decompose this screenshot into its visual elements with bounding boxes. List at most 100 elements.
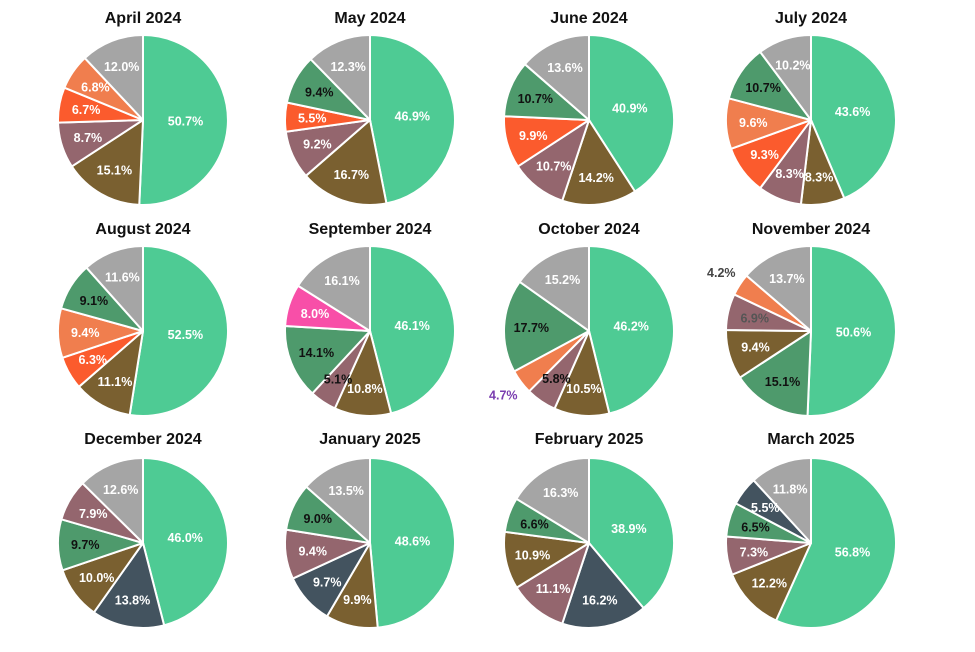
data-label: 46.1% bbox=[394, 319, 429, 333]
data-label: 15.1% bbox=[97, 164, 132, 178]
pie-slice bbox=[304, 119, 388, 206]
data-label: 9.4% bbox=[741, 341, 770, 355]
data-label: 7.3% bbox=[740, 545, 769, 559]
pie-title: June 2024 bbox=[550, 10, 627, 27]
data-label: 12.6% bbox=[103, 483, 138, 497]
data-label: 16.1% bbox=[324, 274, 359, 288]
pie-slice bbox=[85, 245, 144, 332]
pie-slice bbox=[297, 245, 371, 332]
data-label: 9.4% bbox=[298, 544, 327, 558]
data-label: 4.2% bbox=[707, 266, 736, 280]
data-label: 5.5% bbox=[751, 501, 780, 515]
data-label: 9.0% bbox=[303, 512, 332, 526]
pie-title: February 2025 bbox=[535, 431, 644, 448]
data-label: 9.3% bbox=[750, 148, 779, 162]
data-label: 9.4% bbox=[305, 86, 334, 100]
data-label: 11.8% bbox=[773, 483, 808, 497]
pie-slice bbox=[752, 457, 812, 544]
data-label: 13.6% bbox=[547, 61, 582, 75]
data-label: 17.7% bbox=[514, 321, 549, 335]
data-label: 50.7% bbox=[168, 114, 203, 128]
data-label: 50.6% bbox=[836, 325, 871, 339]
data-label: 46.2% bbox=[613, 319, 648, 333]
data-label: 10.9% bbox=[515, 549, 550, 563]
pie-slice bbox=[92, 542, 166, 629]
data-label: 6.9% bbox=[740, 311, 769, 325]
data-label: 46.9% bbox=[395, 109, 430, 123]
data-label: 56.8% bbox=[835, 545, 870, 559]
data-label: 38.9% bbox=[611, 522, 646, 536]
pie-slice bbox=[775, 457, 897, 629]
pie-april-2024: April 2024 50.7% 15.1% 8.7% 6.7% 6.8% 12.0% bbox=[57, 10, 229, 206]
data-label: 8.3% bbox=[775, 167, 804, 181]
pie-september-2024: September 2024 46.1% 10.8%5.1% 14.1% 8.0% 16.… bbox=[284, 221, 456, 418]
data-label: 10.0% bbox=[79, 571, 114, 585]
pie-november-2024: November 2024 50.6% 15.1% 9.4% 6.9% 4.2% 13.7% bbox=[707, 221, 897, 417]
pie-december-2024: December 2024 46.0% 13.8%10.0% 9.7% 7.9% 12.6… bbox=[57, 431, 229, 629]
pie-slice bbox=[588, 245, 675, 415]
pie-slice bbox=[588, 457, 675, 610]
pie-title: December 2024 bbox=[84, 431, 202, 448]
pie-slice bbox=[284, 324, 371, 395]
data-label: 10.2% bbox=[775, 59, 810, 73]
data-label: 9.7% bbox=[71, 538, 100, 552]
data-label: 14.1% bbox=[299, 346, 334, 360]
data-label: 10.8% bbox=[347, 382, 382, 396]
data-label: 6.3% bbox=[79, 353, 108, 367]
pie-slice bbox=[369, 245, 456, 415]
pie-slice bbox=[142, 457, 229, 627]
data-label: 9.7% bbox=[313, 575, 342, 589]
data-label: 12.3% bbox=[330, 60, 365, 74]
pie-title: May 2024 bbox=[334, 10, 405, 27]
data-label: 5.1% bbox=[324, 373, 353, 387]
data-label: 7.9% bbox=[79, 507, 108, 521]
data-label: 48.6% bbox=[395, 535, 430, 549]
pie-slice bbox=[503, 280, 590, 373]
data-label: 52.5% bbox=[168, 328, 203, 342]
pie-slice bbox=[128, 245, 229, 417]
data-label: 16.3% bbox=[543, 486, 578, 500]
data-label: 14.2% bbox=[578, 171, 613, 185]
pie-slice bbox=[759, 34, 812, 121]
data-label: 10.7% bbox=[745, 81, 780, 95]
data-label: 9.1% bbox=[80, 294, 109, 308]
data-label: 9.6% bbox=[739, 116, 768, 130]
pie-title: April 2024 bbox=[105, 10, 182, 27]
pie-slice bbox=[83, 34, 144, 121]
pie-slice bbox=[738, 330, 812, 417]
data-label: 9.9% bbox=[343, 593, 372, 607]
pie-july-2024: July 2024 43.6% 8.3%8.3% 9.3% 9.6% 10.7% 10.2% bbox=[724, 10, 897, 206]
data-label: 10.7% bbox=[518, 92, 553, 106]
data-label: 43.6% bbox=[835, 105, 870, 119]
data-label: 6.8% bbox=[81, 81, 110, 95]
data-label: 8.3% bbox=[805, 171, 834, 185]
pie-slice bbox=[518, 245, 590, 332]
data-label: 9.2% bbox=[303, 138, 332, 152]
pie-slice bbox=[369, 34, 456, 205]
pie-october-2024: October 2024 46.2% 10.5%5.8% 4.7% 17.7% 15.2% bbox=[489, 221, 675, 417]
data-label: 13.8% bbox=[115, 593, 150, 607]
pie-may-2024: May 2024 46.9% 16.7% 9.2% 5.5% 9.4% 12.3% bbox=[284, 10, 456, 206]
data-label: 10.5% bbox=[566, 382, 601, 396]
data-label: 46.0% bbox=[167, 531, 202, 545]
pie-title: March 2025 bbox=[767, 431, 854, 448]
pie-slice bbox=[70, 119, 144, 206]
pie-slice bbox=[810, 34, 897, 200]
pie-slice bbox=[523, 34, 590, 121]
pie-slice bbox=[309, 34, 371, 121]
data-label: 9.9% bbox=[519, 129, 548, 143]
pie-slice bbox=[369, 457, 456, 629]
pie-slice bbox=[138, 34, 229, 206]
pie-january-2025: January 2025 48.6% 9.9%9.7% 9.4% 9.0% 13.5% bbox=[284, 431, 456, 630]
data-label: 15.1% bbox=[765, 375, 800, 389]
pie-title: July 2024 bbox=[775, 10, 847, 27]
data-label: 40.9% bbox=[612, 102, 647, 116]
pie-title: September 2024 bbox=[309, 221, 432, 238]
data-label: 12.2% bbox=[752, 577, 787, 591]
data-label: 13.5% bbox=[328, 484, 363, 498]
pie-slice bbox=[81, 457, 144, 544]
data-label: 6.6% bbox=[520, 517, 549, 531]
data-label: 4.7% bbox=[489, 389, 518, 403]
data-label: 5.8% bbox=[542, 372, 571, 386]
